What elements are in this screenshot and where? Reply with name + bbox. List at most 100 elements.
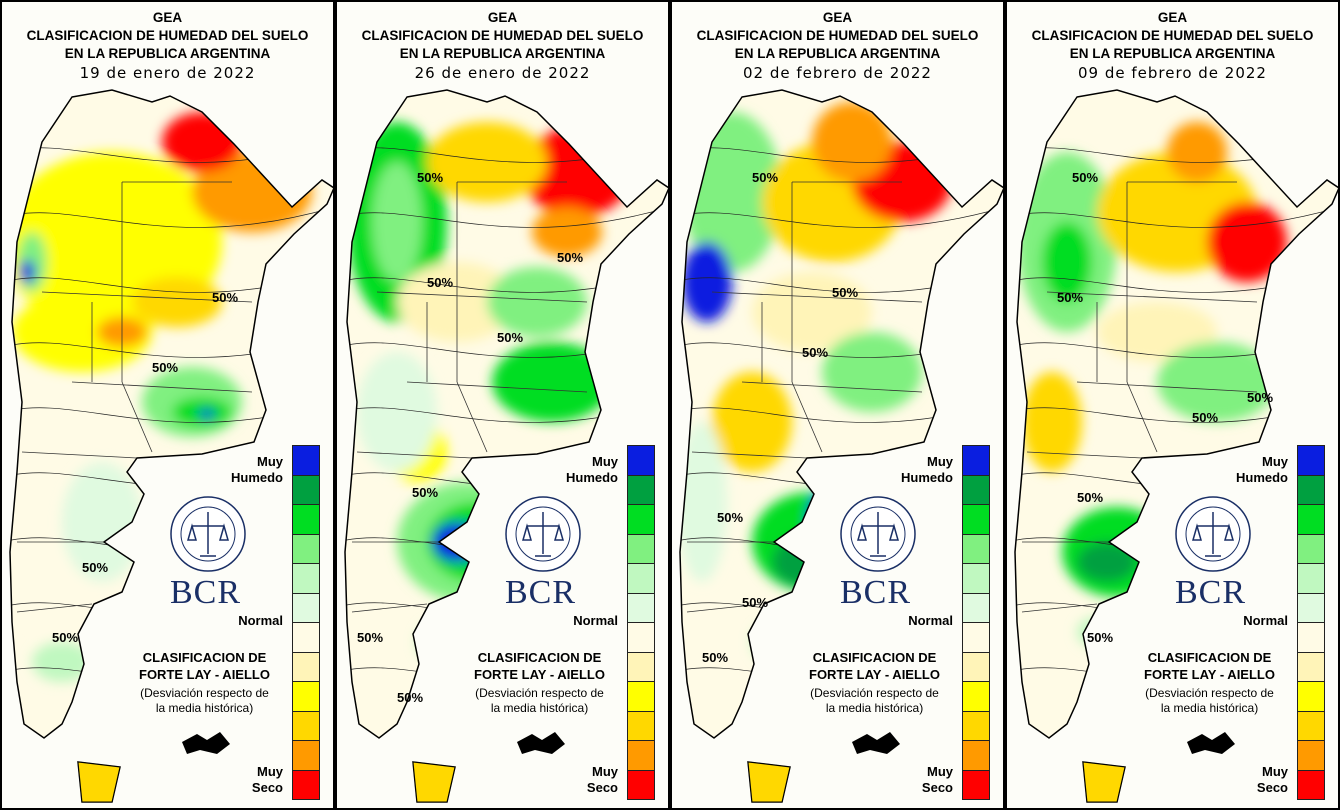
method-note-2: la media histórica) <box>155 701 254 715</box>
map-date: 26 de enero de 2022 <box>414 64 591 82</box>
legend-swatch <box>1297 533 1325 563</box>
legend-swatch <box>962 474 990 504</box>
legend-label-dry: Muy Seco <box>922 764 953 796</box>
legend-dry-1: Muy <box>1262 764 1288 779</box>
map-subtitle: EN LA REPUBLICA ARGENTINA <box>64 46 271 61</box>
legend-wet-2: Humedo <box>901 470 953 485</box>
province-borders <box>1021 181 1258 613</box>
legend-swatch <box>292 651 320 681</box>
legend-dry-2: Seco <box>921 780 953 795</box>
method-title-1: CLASIFICACION DE <box>142 650 267 665</box>
moisture-zone <box>1207 202 1287 282</box>
contour-label: 50% <box>417 170 443 185</box>
legend-swatch <box>292 769 320 800</box>
bcr-logo-text: BCR <box>505 574 577 611</box>
contour-label: 50% <box>1077 490 1103 505</box>
legend-dry-2: Seco <box>1256 780 1288 795</box>
map-panel: GEA CLASIFICACION DE HUMEDAD DEL SUELO E… <box>670 0 1005 810</box>
contour-line <box>345 206 668 228</box>
contour-label: 50% <box>1192 410 1218 425</box>
legend-swatch <box>1297 710 1325 740</box>
argentina-moisture-map: 50% 50% 50% 50% 50% 50% <box>679 89 1003 803</box>
contour-line <box>10 206 333 228</box>
org-title: GEA <box>487 10 518 25</box>
legend-swatch <box>962 651 990 681</box>
moisture-zone <box>1042 222 1092 302</box>
map-subtitle: EN LA REPUBLICA ARGENTINA <box>1069 46 1276 61</box>
legend-wet-1: Muy <box>592 454 618 469</box>
bcr-seal-logo <box>170 496 246 572</box>
color-legend <box>1297 445 1325 800</box>
moisture-zone <box>752 622 792 662</box>
map-subtitle: EN LA REPUBLICA ARGENTINA <box>399 46 606 61</box>
contour-label: 50% <box>802 345 828 360</box>
contour-label: 50% <box>212 290 238 305</box>
legend-swatch <box>627 474 655 504</box>
legend-swatch <box>1297 504 1325 534</box>
contour-label: 50% <box>82 560 108 575</box>
legend-wet-2: Humedo <box>566 470 618 485</box>
legend-swatch <box>1297 474 1325 504</box>
moisture-zone <box>17 232 47 292</box>
legend-swatch <box>1297 622 1325 652</box>
contour-label: 50% <box>357 630 383 645</box>
method-note-1: (Desviación respecto de <box>810 686 939 700</box>
legend-swatch <box>627 769 655 800</box>
moisture-zone <box>427 122 547 202</box>
legend-swatch <box>292 445 320 475</box>
method-title-1: CLASIFICACION DE <box>477 650 602 665</box>
map-subtitle: EN LA REPUBLICA ARGENTINA <box>734 46 941 61</box>
moisture-zone <box>357 352 437 472</box>
map-title: CLASIFICACION DE HUMEDAD DEL SUELO <box>26 28 309 43</box>
moisture-zone <box>372 162 422 282</box>
legend-dry-1: Muy <box>592 764 618 779</box>
contour-label: 50% <box>832 285 858 300</box>
legend-swatch <box>1297 681 1325 711</box>
method-note-1: (Desviación respecto de <box>475 686 604 700</box>
method-note-1: (Desviación respecto de <box>1145 686 1274 700</box>
legend-swatch <box>292 710 320 740</box>
contour-label: 50% <box>152 360 178 375</box>
legend-swatch <box>292 681 320 711</box>
argentina-moisture-map: 50% 50% 50% 50% 50% 50% <box>1014 89 1338 803</box>
map-title: CLASIFICACION DE HUMEDAD DEL SUELO <box>1031 28 1314 43</box>
legend-wet-2: Humedo <box>231 470 283 485</box>
legend-swatch <box>292 740 320 770</box>
method-note-2: la media histórica) <box>490 701 589 715</box>
org-title: GEA <box>1157 10 1188 25</box>
contour-label: 50% <box>1087 630 1113 645</box>
legend-dry-2: Seco <box>586 780 618 795</box>
method-note-2: la media histórica) <box>825 701 924 715</box>
legend-wet-1: Muy <box>1262 454 1288 469</box>
moisture-zone <box>487 267 587 337</box>
legend-label-wet: Muy Humedo <box>901 454 953 486</box>
moisture-zone <box>132 277 222 327</box>
legend-label-wet: Muy Humedo <box>1236 454 1288 486</box>
legend-dry-1: Muy <box>927 764 953 779</box>
legend-swatch <box>627 710 655 740</box>
method-title-2: FORTE LAY - AIELLO <box>474 667 605 682</box>
legend-swatch <box>1297 740 1325 770</box>
legend-wet-1: Muy <box>257 454 283 469</box>
tierra-del-fuego <box>412 761 456 803</box>
moisture-zone <box>772 537 832 587</box>
color-legend <box>292 445 320 800</box>
province-borders <box>686 181 923 613</box>
legend-label-dry: Muy Seco <box>1257 764 1288 796</box>
method-note-1: (Desviación respecto de <box>140 686 269 700</box>
legend-wet-2: Humedo <box>1236 470 1288 485</box>
moisture-zone <box>22 552 82 632</box>
legend-swatch <box>292 533 320 563</box>
legend-swatch <box>962 504 990 534</box>
moisture-zone <box>19 260 35 284</box>
legend-swatch <box>627 533 655 563</box>
moisture-zone <box>532 207 602 257</box>
legend-swatch <box>1297 445 1325 475</box>
map-panel: GEA CLASIFICACION DE HUMEDAD DEL SUELO E… <box>335 0 670 810</box>
argentina-moisture-map: 50% 50% 50% 50% 50% 50% 50% <box>344 89 668 803</box>
malvinas-islands <box>852 732 900 754</box>
moisture-zone <box>682 242 732 322</box>
legend-label-normal: Normal <box>908 613 953 628</box>
legend-swatch <box>627 681 655 711</box>
